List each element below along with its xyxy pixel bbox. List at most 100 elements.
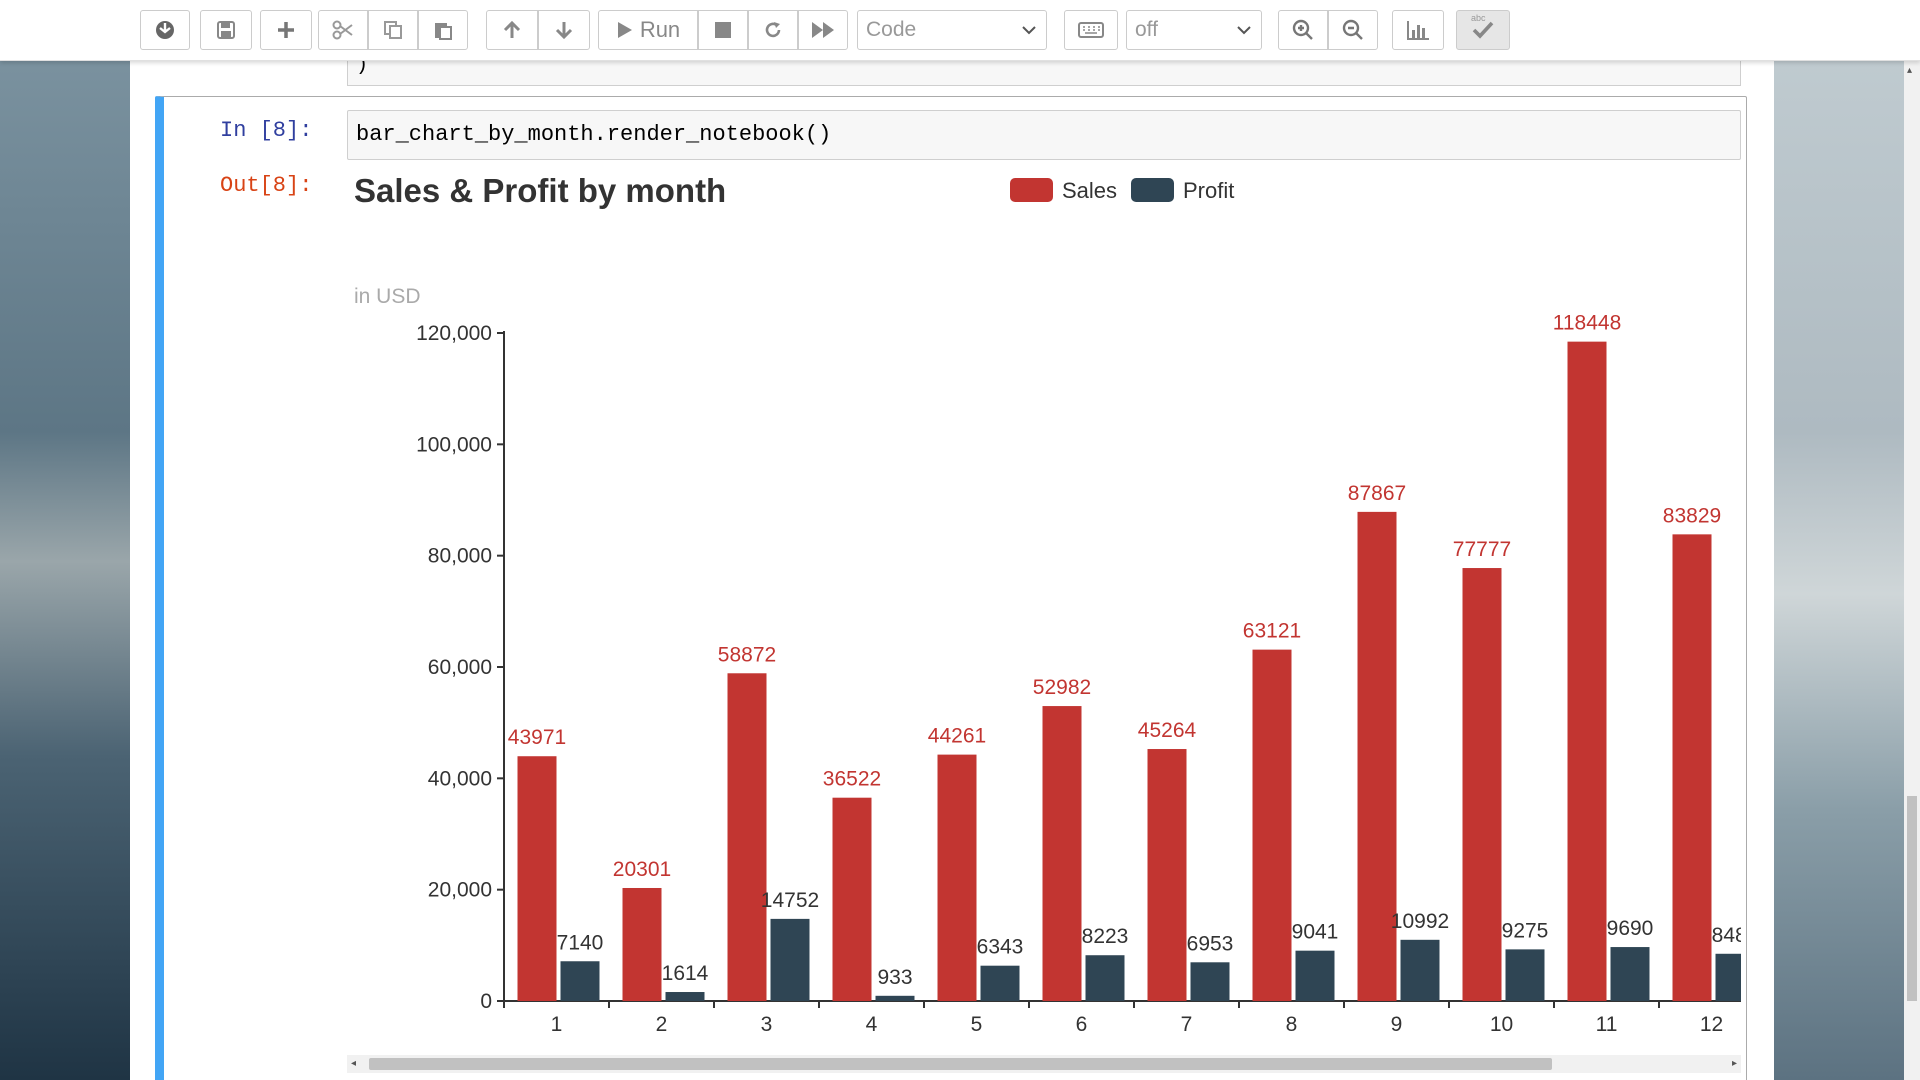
x-tick-label: 10 <box>1490 1013 1513 1036</box>
celltoolbar-select[interactable]: off <box>1126 10 1262 50</box>
bar-sales <box>1147 749 1187 1001</box>
desktop-background-right <box>1774 0 1920 1080</box>
bar-sales <box>1672 534 1712 1001</box>
page-vertical-scrollbar[interactable]: ▴ <box>1904 61 1920 1080</box>
x-tick-label: 11 <box>1596 1013 1618 1036</box>
spellcheck-button[interactable]: abc <box>1456 10 1510 50</box>
zoom-in-icon <box>1292 19 1313 40</box>
legend-label-profit: Profit <box>1183 178 1234 203</box>
legend-label-sales: Sales <box>1062 178 1117 203</box>
bar-profit <box>1400 939 1440 1001</box>
bar-sales <box>832 797 872 1001</box>
command-palette-button[interactable] <box>140 10 190 50</box>
x-tick-label: 5 <box>971 1013 983 1036</box>
paste-icon <box>435 23 452 40</box>
zoom-in-button[interactable] <box>1278 10 1328 50</box>
y-tick-label: 100,000 <box>416 433 492 456</box>
data-label-sales: 52982 <box>1033 676 1091 699</box>
data-label-sales: 45264 <box>1138 719 1197 742</box>
data-label-profit: 7140 <box>557 931 604 954</box>
celltoolbar-value: off <box>1135 18 1158 41</box>
y-tick-label: 0 <box>480 990 492 1013</box>
vertical-scroll-thumb[interactable] <box>1907 796 1917 1001</box>
bar-sales <box>1462 568 1502 1001</box>
legend-swatch-profit <box>1131 178 1174 202</box>
bar-profit <box>1085 955 1125 1001</box>
bar-chart-icon <box>1407 21 1429 40</box>
output-horizontal-scrollbar[interactable]: ◂ ▸ <box>347 1055 1741 1073</box>
data-label-sales: 83829 <box>1663 504 1721 527</box>
data-label-sales: 77777 <box>1453 538 1511 561</box>
bar-profit <box>1190 962 1230 1001</box>
copy-button[interactable] <box>368 10 418 50</box>
cut-button[interactable] <box>318 10 368 50</box>
bar-sales <box>937 754 977 1001</box>
move-up-button[interactable] <box>486 10 538 50</box>
chevron-down-icon <box>1237 26 1251 35</box>
scissors-icon <box>332 20 353 40</box>
bar-profit <box>665 992 705 1001</box>
bar-sales <box>1357 511 1397 1001</box>
data-label-profit: 8223 <box>1082 925 1129 948</box>
data-label-sales: 36522 <box>823 768 881 791</box>
y-tick-label: 60,000 <box>428 656 492 679</box>
data-label-profit: 6953 <box>1187 932 1234 955</box>
save-icon <box>217 21 235 39</box>
y-tick-label: 120,000 <box>416 322 492 345</box>
restart-run-all-button[interactable] <box>798 10 848 50</box>
zoom-out-icon <box>1342 19 1363 40</box>
scroll-left-icon[interactable]: ◂ <box>351 1058 357 1069</box>
insert-cell-button[interactable] <box>260 10 312 50</box>
move-down-button[interactable] <box>538 10 590 50</box>
previous-cell-input[interactable]: ) <box>347 56 1741 86</box>
chart-title: Sales & Profit by month <box>354 172 726 209</box>
cell-type-select[interactable]: Code <box>857 10 1047 50</box>
bar-chart: Sales & Profit by month in USD Sales Profit… <box>354 172 1741 1036</box>
x-tick-label: 8 <box>1286 1013 1298 1036</box>
data-label-sales: 20301 <box>613 858 671 881</box>
data-label-sales: 44261 <box>928 725 986 748</box>
bar-profit <box>560 961 600 1001</box>
code-text: bar_chart_by_month.render_notebook() <box>356 122 832 147</box>
chart-button[interactable] <box>1392 10 1444 50</box>
horizontal-scroll-thumb[interactable] <box>369 1058 1552 1070</box>
scroll-up-icon[interactable]: ▴ <box>1907 65 1913 76</box>
data-label-profit: 933 <box>877 966 912 989</box>
data-label-sales: 63121 <box>1243 620 1301 643</box>
restart-kernel-button[interactable] <box>748 10 798 50</box>
spell-badge: abc <box>1471 13 1486 23</box>
arrow-up-icon <box>503 20 521 38</box>
keyboard-icon <box>1078 22 1104 38</box>
paste-button[interactable] <box>418 10 468 50</box>
check-icon <box>1472 21 1494 39</box>
refresh-icon <box>765 22 781 38</box>
x-tick-label: 6 <box>1076 1013 1088 1036</box>
interrupt-button[interactable] <box>698 10 748 50</box>
keyboard-shortcuts-button[interactable] <box>1064 10 1118 50</box>
cell-type-value: Code <box>866 18 917 41</box>
legend-swatch-sales <box>1010 178 1053 202</box>
selected-code-cell[interactable] <box>155 96 1747 1080</box>
bar-profit <box>980 965 1020 1001</box>
chart-subtitle: in USD <box>354 285 421 308</box>
data-label-profit: 1614 <box>662 962 709 985</box>
save-button[interactable] <box>200 10 252 50</box>
plus-icon <box>278 22 294 38</box>
bar-sales <box>1042 706 1082 1001</box>
x-tick-label: 7 <box>1181 1013 1193 1036</box>
input-prompt: In [8]: <box>220 118 313 143</box>
desktop-background-left <box>0 0 130 1080</box>
bar-profit <box>1295 950 1335 1001</box>
data-label-profit: 14752 <box>761 889 819 912</box>
run-label: Run <box>639 17 681 42</box>
x-tick-label: 2 <box>656 1013 668 1036</box>
run-button[interactable]: Run <box>598 10 698 50</box>
data-label-profit: 9041 <box>1292 921 1339 944</box>
zoom-out-button[interactable] <box>1328 10 1378 50</box>
data-label-profit: 8483 <box>1712 924 1741 947</box>
scroll-right-icon[interactable]: ▸ <box>1731 1058 1737 1069</box>
data-label-sales: 58872 <box>718 643 776 666</box>
code-input[interactable]: bar_chart_by_month.render_notebook() <box>347 110 1741 160</box>
x-tick-label: 12 <box>1700 1013 1723 1036</box>
bar-profit <box>875 995 915 1001</box>
